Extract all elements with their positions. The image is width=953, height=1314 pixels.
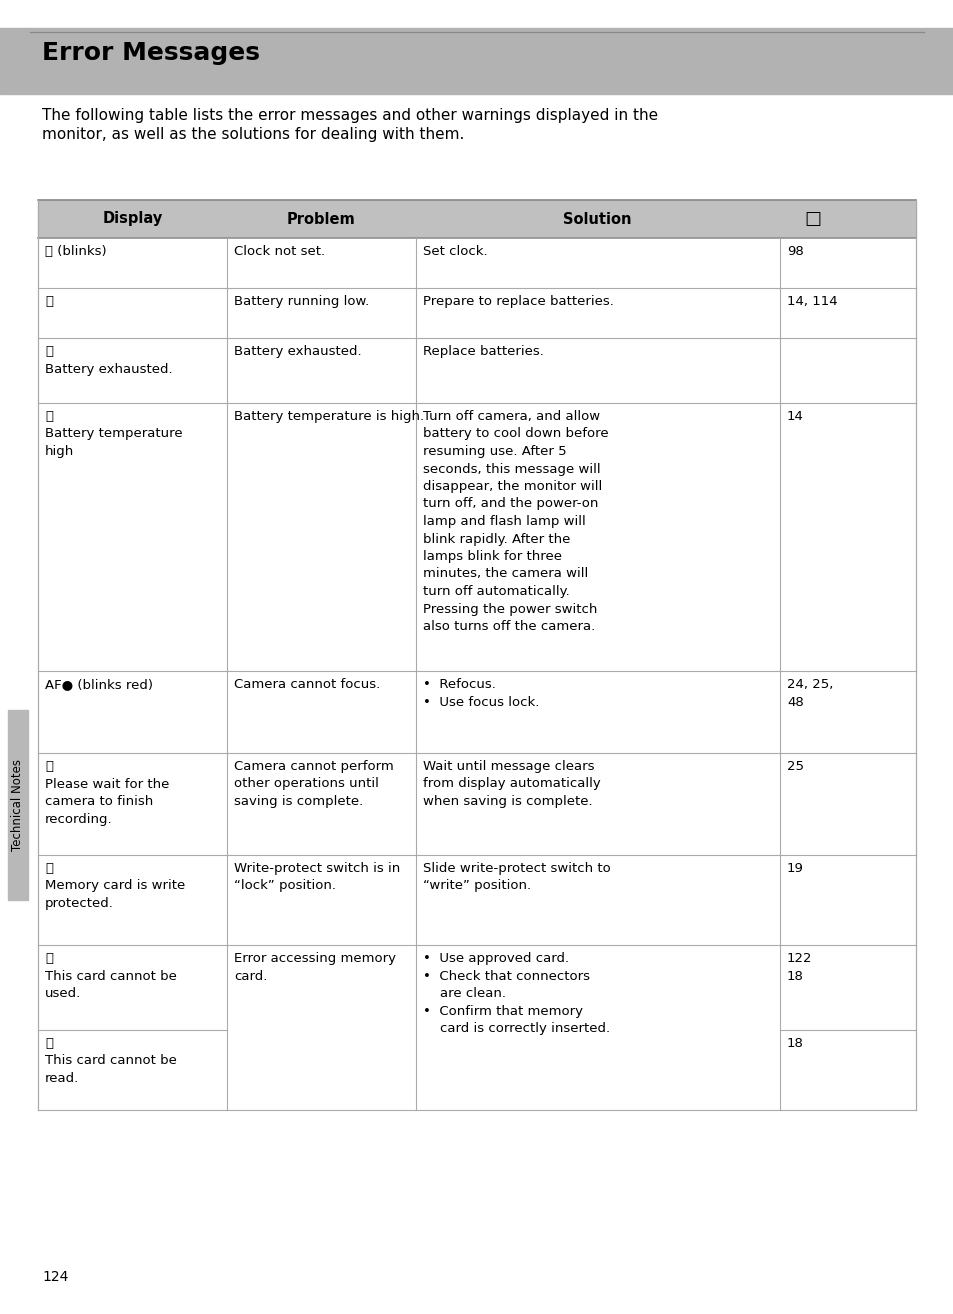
Text: Replace batteries.: Replace batteries. xyxy=(422,346,543,357)
Text: ⓘ
This card cannot be
read.: ⓘ This card cannot be read. xyxy=(45,1037,176,1085)
Text: 25: 25 xyxy=(786,759,803,773)
Text: 24, 25,
48: 24, 25, 48 xyxy=(786,678,832,708)
Text: Camera cannot focus.: Camera cannot focus. xyxy=(233,678,379,691)
Text: •  Use approved card.
•  Check that connectors
    are clean.
•  Confirm that me: • Use approved card. • Check that connec… xyxy=(422,953,609,1035)
Text: Display: Display xyxy=(102,212,162,226)
Text: Clock not set.: Clock not set. xyxy=(233,244,325,258)
Text: Solution: Solution xyxy=(563,212,631,226)
Text: Battery temperature is high.: Battery temperature is high. xyxy=(233,410,423,423)
Text: ⓘ
Battery temperature
high: ⓘ Battery temperature high xyxy=(45,410,182,459)
Text: Turn off camera, and allow
battery to cool down before
resuming use. After 5
sec: Turn off camera, and allow battery to co… xyxy=(422,410,607,633)
Bar xyxy=(38,945,915,1110)
Bar xyxy=(38,671,915,753)
Bar xyxy=(38,855,915,945)
Bar xyxy=(8,710,28,900)
Bar xyxy=(0,28,953,95)
Bar xyxy=(38,238,915,288)
Text: Error accessing memory
card.: Error accessing memory card. xyxy=(233,953,395,983)
Text: Wait until message clears
from display automatically
when saving is complete.: Wait until message clears from display a… xyxy=(422,759,599,808)
Text: Battery exhausted.: Battery exhausted. xyxy=(233,346,361,357)
Text: 124: 124 xyxy=(42,1271,69,1284)
Text: ⓘ
Battery exhausted.: ⓘ Battery exhausted. xyxy=(45,346,172,376)
Text: □: □ xyxy=(803,210,821,229)
Text: 98: 98 xyxy=(786,244,802,258)
Bar xyxy=(38,753,915,855)
Text: ⓘ
Memory card is write
protected.: ⓘ Memory card is write protected. xyxy=(45,862,185,911)
Text: Prepare to replace batteries.: Prepare to replace batteries. xyxy=(422,296,613,307)
Text: The following table lists the error messages and other warnings displayed in the: The following table lists the error mess… xyxy=(42,108,658,124)
Text: Camera cannot perform
other operations until
saving is complete.: Camera cannot perform other operations u… xyxy=(233,759,393,808)
Bar xyxy=(38,288,915,338)
Text: 18: 18 xyxy=(786,1037,803,1050)
Text: Battery running low.: Battery running low. xyxy=(233,296,369,307)
Text: Problem: Problem xyxy=(287,212,355,226)
Text: ⓘ
This card cannot be
used.: ⓘ This card cannot be used. xyxy=(45,953,176,1000)
Bar xyxy=(38,403,915,671)
Text: ⓘ
Please wait for the
camera to finish
recording.: ⓘ Please wait for the camera to finish r… xyxy=(45,759,170,825)
Bar xyxy=(38,338,915,403)
Text: monitor, as well as the solutions for dealing with them.: monitor, as well as the solutions for de… xyxy=(42,127,464,142)
Text: Technical Notes: Technical Notes xyxy=(11,759,25,851)
Text: ⓪ (blinks): ⓪ (blinks) xyxy=(45,244,107,258)
Text: Set clock.: Set clock. xyxy=(422,244,487,258)
Text: 14, 114: 14, 114 xyxy=(786,296,837,307)
Text: 19: 19 xyxy=(786,862,803,875)
Text: ⎗: ⎗ xyxy=(45,296,53,307)
Text: Slide write-protect switch to
“write” position.: Slide write-protect switch to “write” po… xyxy=(422,862,610,892)
Bar xyxy=(38,200,915,238)
Text: •  Refocus.
•  Use focus lock.: • Refocus. • Use focus lock. xyxy=(422,678,538,708)
Text: 14: 14 xyxy=(786,410,803,423)
Text: AF● (blinks red): AF● (blinks red) xyxy=(45,678,152,691)
Text: Error Messages: Error Messages xyxy=(42,41,260,64)
Text: 122
18: 122 18 xyxy=(786,953,812,983)
Text: Write-protect switch is in
“lock” position.: Write-protect switch is in “lock” positi… xyxy=(233,862,399,892)
